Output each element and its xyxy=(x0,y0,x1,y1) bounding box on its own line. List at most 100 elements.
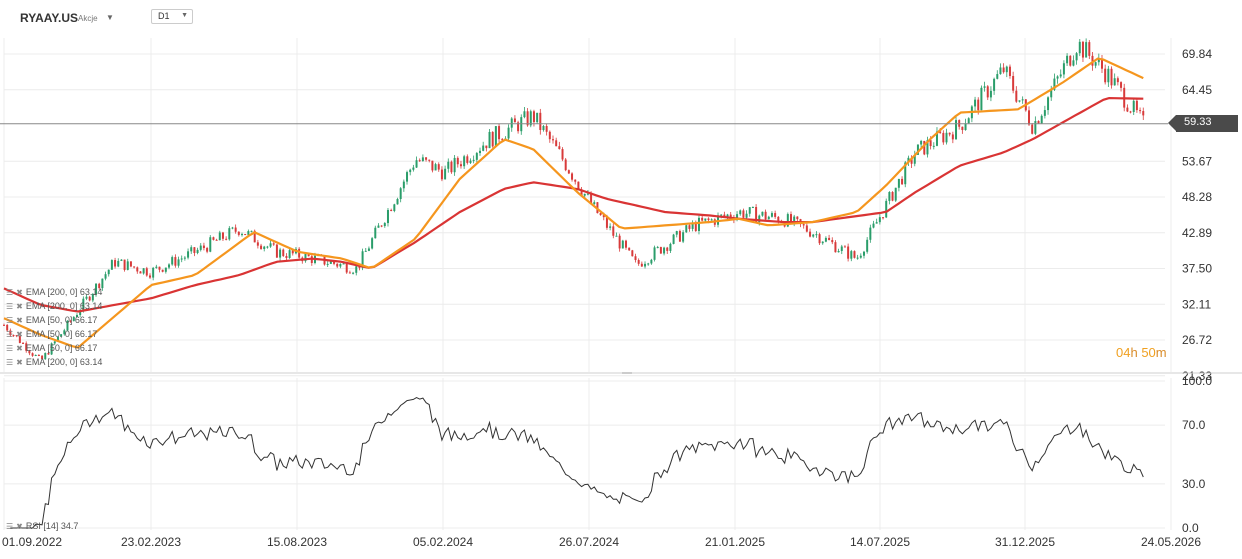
candle-body xyxy=(22,342,25,344)
candle-body xyxy=(209,237,212,252)
candle-body xyxy=(225,238,228,240)
candle-body xyxy=(856,257,859,259)
candle-body xyxy=(409,169,412,173)
candle-body xyxy=(415,160,418,168)
candle-body xyxy=(1008,66,1011,76)
candle-body xyxy=(678,231,681,242)
candle-body xyxy=(168,264,171,268)
close-icon[interactable]: ✖ xyxy=(16,358,23,367)
indicator-row[interactable]: ☰ ✖ EMA [50, 0] 66.17 xyxy=(6,343,97,353)
candle-body xyxy=(98,283,101,289)
candle-body xyxy=(272,243,275,245)
settings-icon[interactable]: ☰ xyxy=(6,316,14,325)
candle-body xyxy=(367,248,370,251)
indicator-row[interactable]: ☰ ✖ EMA [50, 0] 66.17 xyxy=(6,315,97,325)
candle-body xyxy=(1059,74,1062,77)
candle-body xyxy=(117,260,120,267)
candle-body xyxy=(640,263,643,267)
close-icon[interactable]: ✖ xyxy=(16,288,23,297)
candle-body xyxy=(260,245,263,249)
candle-body xyxy=(148,275,151,278)
candle-body xyxy=(805,225,808,232)
candle-body xyxy=(69,320,72,322)
candle-body xyxy=(453,157,456,173)
candle-body xyxy=(1110,68,1113,86)
date-tick-label: 01.09.2022 xyxy=(2,535,62,549)
indicator-label: EMA [200, 0] 63.14 xyxy=(25,287,103,297)
candle-body xyxy=(532,111,535,123)
candle-body xyxy=(669,243,672,251)
countdown-minutes-unit: m xyxy=(1155,345,1167,360)
indicator-row[interactable]: ☰ ✖ EMA [200, 0] 63.14 xyxy=(6,357,102,367)
candle-body xyxy=(1002,67,1005,73)
candle-body xyxy=(196,249,199,254)
close-icon[interactable]: ✖ xyxy=(16,344,23,353)
candle-body xyxy=(885,200,888,218)
candle-body xyxy=(536,112,539,123)
candle-body xyxy=(986,86,989,98)
close-icon[interactable]: ✖ xyxy=(16,316,23,325)
rsi-label: RSI [14] 34.7 xyxy=(25,521,79,531)
candle-body xyxy=(951,134,954,140)
candle-body xyxy=(656,247,659,249)
candle-body xyxy=(786,214,789,227)
close-icon[interactable]: ✖ xyxy=(16,330,23,339)
candle-body xyxy=(577,181,580,190)
rsi-indicator-row[interactable]: ☰ ✖ RSI [14] 34.7 xyxy=(6,521,78,531)
candle-body xyxy=(571,173,574,180)
candle-body xyxy=(586,193,589,195)
candle-body xyxy=(342,263,345,265)
settings-icon[interactable]: ☰ xyxy=(6,288,14,297)
candle-body xyxy=(612,226,615,236)
candle-body xyxy=(44,353,47,360)
candle-body xyxy=(529,111,532,126)
candle-body xyxy=(729,214,732,218)
candle-body xyxy=(1069,55,1072,66)
symbol-label[interactable]: RYAAY.US xyxy=(20,11,79,25)
settings-icon[interactable]: ☰ xyxy=(6,344,14,353)
indicator-row[interactable]: ☰ ✖ EMA [200, 0] 63.14 xyxy=(6,287,102,297)
candle-body xyxy=(247,231,250,235)
candle-body xyxy=(983,86,986,88)
candle-body xyxy=(82,298,85,311)
candle-body xyxy=(542,125,545,130)
candle-body xyxy=(872,223,875,228)
candle-body xyxy=(412,167,415,170)
candle-body xyxy=(123,259,126,270)
candle-body xyxy=(88,296,91,301)
candle-body xyxy=(666,247,669,251)
candle-body xyxy=(434,164,437,171)
candle-body xyxy=(1126,107,1129,112)
candle-body xyxy=(682,232,685,242)
candle-body xyxy=(831,240,834,243)
indicator-row[interactable]: ☰ ✖ EMA [200, 0] 63.14 xyxy=(6,301,102,311)
candle-body xyxy=(425,157,428,160)
candle-body xyxy=(187,251,190,258)
candle-body xyxy=(361,251,364,268)
symbol-dropdown-chevron-icon[interactable]: ▼ xyxy=(106,13,114,22)
date-tick-label: 31.12.2025 xyxy=(995,535,1055,549)
price-tick-label: 64.45 xyxy=(1182,83,1212,97)
candle-body xyxy=(485,145,488,149)
candle-body xyxy=(828,237,831,241)
settings-icon[interactable]: ☰ xyxy=(6,522,14,531)
candle-body xyxy=(1018,100,1021,102)
indicator-row[interactable]: ☰ ✖ EMA [50, 0] 66.17 xyxy=(6,329,97,339)
close-icon[interactable]: ✖ xyxy=(16,522,23,531)
rsi-tick-label: 30.0 xyxy=(1182,477,1206,491)
candle-body xyxy=(463,156,466,167)
candle-body xyxy=(920,140,923,145)
candle-body xyxy=(843,246,846,248)
candle-body xyxy=(1104,68,1107,83)
settings-icon[interactable]: ☰ xyxy=(6,302,14,311)
candle-body xyxy=(1028,110,1031,125)
settings-icon[interactable]: ☰ xyxy=(6,330,14,339)
candle-body xyxy=(374,227,377,239)
settings-icon[interactable]: ☰ xyxy=(6,358,14,367)
close-icon[interactable]: ✖ xyxy=(16,302,23,311)
timeframe-select[interactable]: D1 ▼ xyxy=(151,9,193,24)
candle-body xyxy=(275,244,278,258)
indicator-label: EMA [200, 0] 63.14 xyxy=(25,301,103,311)
candle-body xyxy=(114,260,117,267)
